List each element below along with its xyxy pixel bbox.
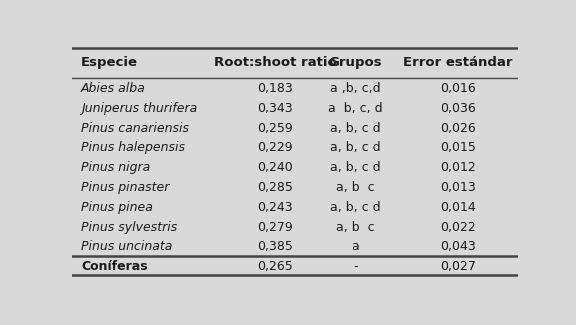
Text: 0,240: 0,240 <box>257 161 293 174</box>
Text: a, b  c: a, b c <box>336 181 375 194</box>
Text: a, b  c: a, b c <box>336 221 375 234</box>
Text: 0,026: 0,026 <box>440 122 476 135</box>
Text: a ,b, c,d: a ,b, c,d <box>330 82 381 95</box>
Text: Coníferas: Coníferas <box>81 260 147 273</box>
Text: 0,015: 0,015 <box>440 141 476 154</box>
Text: Pinus pinea: Pinus pinea <box>81 201 153 214</box>
Text: Error estándar: Error estándar <box>403 56 513 69</box>
Text: Root:shoot ratio: Root:shoot ratio <box>214 56 336 69</box>
Text: a: a <box>351 240 359 253</box>
Text: -: - <box>353 260 358 273</box>
Text: a, b, c d: a, b, c d <box>330 122 381 135</box>
Text: Pinus canariensis: Pinus canariensis <box>81 122 189 135</box>
Text: 0,259: 0,259 <box>257 122 293 135</box>
Text: Abies alba: Abies alba <box>81 82 146 95</box>
Text: Pinus halepensis: Pinus halepensis <box>81 141 185 154</box>
Text: 0,012: 0,012 <box>440 161 476 174</box>
Text: 0,183: 0,183 <box>257 82 293 95</box>
Text: Pinus pinaster: Pinus pinaster <box>81 181 169 194</box>
Text: a, b, c d: a, b, c d <box>330 141 381 154</box>
Text: 0,022: 0,022 <box>440 221 476 234</box>
Text: 0,279: 0,279 <box>257 221 293 234</box>
Text: Especie: Especie <box>81 56 138 69</box>
Text: 0,285: 0,285 <box>257 181 293 194</box>
Text: 0,243: 0,243 <box>257 201 293 214</box>
Text: 0,229: 0,229 <box>257 141 293 154</box>
Text: 0,014: 0,014 <box>440 201 476 214</box>
Text: 0,343: 0,343 <box>257 102 293 115</box>
Text: Pinus sylvestris: Pinus sylvestris <box>81 221 177 234</box>
Text: 0,043: 0,043 <box>440 240 476 253</box>
Text: Pinus nigra: Pinus nigra <box>81 161 150 174</box>
Text: Grupos: Grupos <box>329 56 382 69</box>
Text: Juniperus thurifera: Juniperus thurifera <box>81 102 197 115</box>
Text: a, b, c d: a, b, c d <box>330 201 381 214</box>
Text: a  b, c, d: a b, c, d <box>328 102 383 115</box>
Text: 0,027: 0,027 <box>440 260 476 273</box>
Text: 0,385: 0,385 <box>257 240 293 253</box>
Text: a, b, c d: a, b, c d <box>330 161 381 174</box>
Text: 0,013: 0,013 <box>440 181 476 194</box>
Text: 0,016: 0,016 <box>440 82 476 95</box>
Text: Pinus uncinata: Pinus uncinata <box>81 240 172 253</box>
Text: 0,036: 0,036 <box>440 102 476 115</box>
Text: 0,265: 0,265 <box>257 260 293 273</box>
